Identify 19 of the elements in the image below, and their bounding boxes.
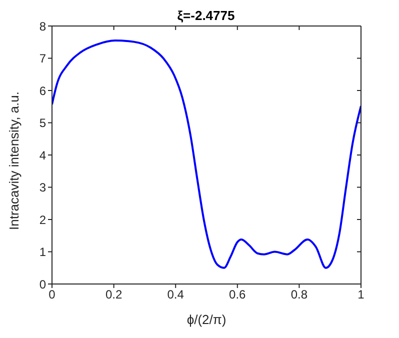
y-tick-label: 5 [39,116,46,130]
chart-title: ξ=-2.4775 [176,8,236,23]
x-tick-label: 1 [358,288,365,302]
y-tick-label: 6 [39,84,46,98]
y-tick-label: 7 [39,52,46,66]
x-tick-label: 0 [48,288,56,302]
x-tick-label: 0.6 [229,288,246,302]
y-tick-label: 4 [39,148,46,162]
y-tick-label: 8 [39,19,46,34]
x-tick-label: 0.8 [290,288,308,302]
y-axis-title: Intracavity intensity, a.u. [6,92,22,230]
x-axis-title: ϕ/(2/π) [186,312,226,327]
y-tick-label: 0 [39,277,46,292]
y-tick-label: 1 [39,245,46,260]
y-tick-label: 3 [39,180,46,195]
x-tick-label: 0.4 [167,288,184,302]
x-tick-label: 0.2 [105,288,122,302]
line-series [52,40,361,269]
y-tick-label: 2 [39,212,46,227]
